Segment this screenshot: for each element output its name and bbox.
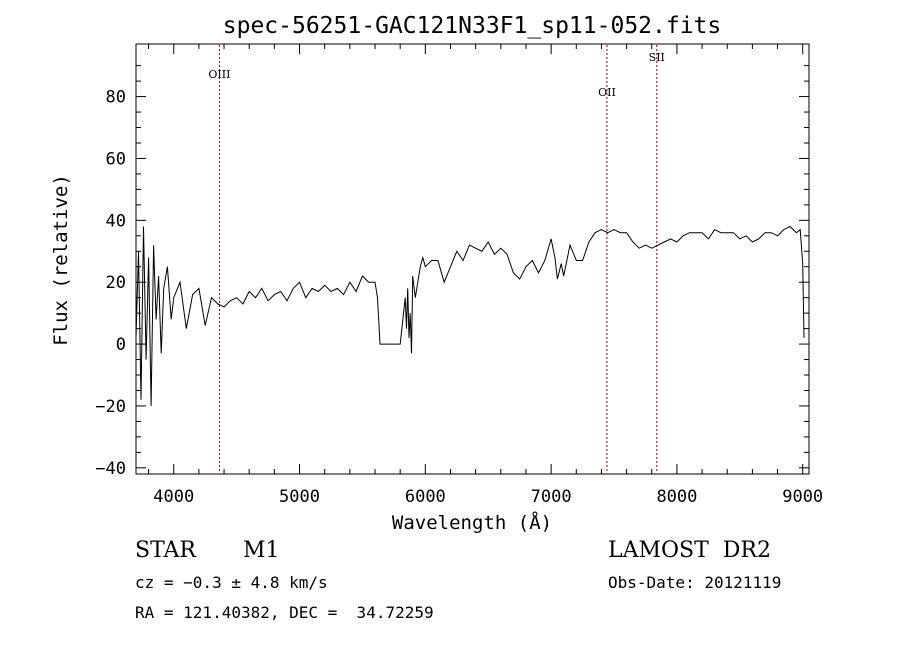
y-tick-label: 80 [106,88,126,108]
y-tick-label: 40 [106,211,126,231]
redshift-label: cz = −0.3 ± 4.8 km/s [135,573,328,592]
chart-title: spec-56251-GAC121N33F1_sp11-052.fits [223,13,722,39]
survey-label: LAMOST DR2 [608,538,771,563]
line-marker-label: OIII [208,68,230,81]
plot-frame [135,43,810,475]
axis-ticks [136,44,809,474]
x-tick-label: 6000 [405,487,446,507]
obs-date-label: Obs-Date: 20121119 [608,573,782,592]
x-tick-labels: 4000 5000 6000 7000 8000 9000 [153,487,823,507]
y-tick-label: 60 [106,149,126,169]
coords-label: RA = 121.40382, DEC = 34.72259 [135,603,434,622]
y-tick-label: −40 [95,459,126,479]
subclass-label: M1 [243,538,280,563]
y-tick-label: −20 [95,397,126,417]
x-tick-label: 4000 [153,487,194,507]
x-tick-label: 7000 [531,487,572,507]
x-tick-label: 5000 [279,487,320,507]
spectrum-line [135,225,805,406]
line-marker-label: SII [649,51,665,64]
y-tick-labels: −40 −20 0 20 40 60 80 [95,88,126,479]
x-tick-label: 9000 [782,487,823,507]
x-axis-label: Wavelength (Å) [392,511,552,534]
y-tick-label: 20 [106,273,126,293]
x-tick-label: 8000 [656,487,697,507]
y-axis-label: Flux (relative) [50,174,72,346]
line-markers: OIII OII SII [208,45,665,473]
object-class-label: STAR [135,538,196,563]
line-marker-label: OII [598,86,616,99]
y-tick-label: 0 [116,335,126,355]
